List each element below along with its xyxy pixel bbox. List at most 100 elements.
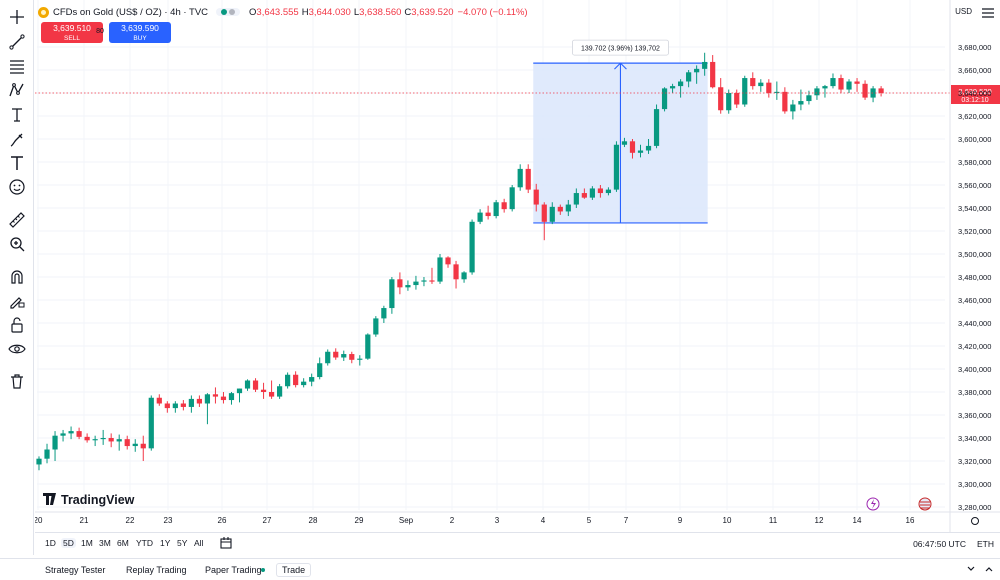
settings-icon[interactable]	[971, 517, 979, 525]
time-tick-label: 12	[815, 516, 824, 525]
chevron-down-icon[interactable]	[966, 564, 976, 574]
timeframe-all[interactable]: All	[194, 538, 204, 548]
candle-up	[605, 187, 612, 196]
market-open-dot	[221, 9, 228, 15]
pattern-icon[interactable]	[5, 79, 29, 101]
candle-up	[493, 199, 499, 219]
countdown-label: 03:12:10	[961, 97, 988, 104]
price-tick-label: 3,600,000	[958, 135, 991, 144]
buy-button[interactable]: 3,639.590 BUY	[109, 22, 171, 43]
fib-retracement-icon[interactable]	[5, 55, 29, 77]
zoom-in-icon[interactable]	[5, 233, 29, 255]
candle-body	[36, 458, 42, 465]
drawing-toolbar	[0, 0, 34, 555]
candle-body	[501, 202, 507, 210]
price-chart[interactable]: 139.702 (3.96%) 139,702 3,639.520 03:12:1…	[35, 0, 1000, 532]
candle-down	[597, 185, 603, 198]
open-label: O	[249, 6, 257, 18]
magnet-icon[interactable]	[5, 266, 29, 288]
candle-body	[317, 363, 323, 378]
candle-body	[846, 81, 852, 90]
ruler-icon[interactable]	[5, 209, 29, 231]
candle-body	[421, 280, 427, 282]
price-tick-label: 3,340,000	[958, 434, 991, 443]
candle-body	[373, 318, 379, 335]
candle-down	[445, 256, 451, 268]
time-tick-label: 16	[906, 516, 915, 525]
tab-strategy-tester[interactable]: Strategy Tester	[45, 565, 106, 575]
candle-up	[244, 379, 251, 391]
time-tick-label: 3	[495, 516, 500, 525]
candle-body	[854, 81, 860, 84]
eye-icon[interactable]	[5, 338, 29, 360]
tab-replay-trading[interactable]: Replay Trading	[126, 565, 187, 575]
projection-icon[interactable]	[5, 104, 29, 126]
text-icon[interactable]	[5, 152, 29, 174]
emoji-icon[interactable]	[5, 176, 29, 198]
candle-body	[509, 187, 515, 210]
clock[interactable]: 06:47:50 UTC	[913, 539, 966, 549]
candle-up	[798, 89, 804, 111]
candle-body	[164, 403, 170, 409]
menu-icon[interactable]	[981, 7, 995, 19]
candle-body	[461, 272, 467, 280]
candle-up	[565, 199, 571, 217]
time-tick-label: Sep	[399, 516, 414, 525]
candle-up	[686, 70, 692, 88]
close-value: 3,639.520	[411, 6, 454, 18]
candle-body	[814, 88, 820, 96]
time-tick-label: 20	[35, 516, 43, 525]
price-tick-label: 3,680,000	[958, 43, 991, 52]
timeframe-ytd[interactable]: YTD	[136, 538, 153, 548]
candle-body	[124, 439, 130, 447]
time-tick-label: 14	[853, 516, 862, 525]
trash-icon[interactable]	[5, 370, 29, 392]
price-tick-label: 3,280,000	[958, 503, 991, 512]
currency-selector[interactable]: USD	[955, 7, 972, 16]
market-status-indicator[interactable]	[216, 8, 241, 16]
price-tick-label: 3,520,000	[958, 227, 991, 236]
timeframe-1y[interactable]: 1Y	[160, 538, 171, 548]
crosshair-icon[interactable]	[5, 6, 29, 28]
candle-body	[260, 389, 267, 392]
brush-icon[interactable]	[5, 129, 29, 151]
candle-body	[445, 257, 451, 265]
candle-down	[108, 433, 114, 448]
tab-trade[interactable]: Trade	[276, 563, 312, 577]
candle-up	[204, 393, 211, 425]
candle-up	[357, 355, 363, 366]
timeframe-1d[interactable]: 1D	[45, 538, 56, 548]
timeframe-6m[interactable]: 6M	[117, 538, 129, 548]
timeframe-5d[interactable]: 5D	[61, 538, 76, 548]
candle-body	[766, 82, 772, 93]
candle-body	[806, 95, 812, 102]
candle-body	[718, 87, 724, 111]
price-tick-label: 3,660,000	[958, 66, 991, 75]
candle-up	[702, 52, 708, 76]
sell-button[interactable]: 3,639.510 SELL	[41, 22, 103, 43]
tab-paper-trading[interactable]: Paper Trading	[205, 565, 262, 575]
measure-tool: 139.702 (3.96%) 139,702	[533, 39, 708, 224]
tradingview-wordmark: TradingView	[61, 493, 135, 507]
candle-up	[774, 81, 780, 100]
price-tick-label: 3,560,000	[958, 181, 991, 190]
date-range-icon[interactable]	[219, 536, 233, 550]
candle-body	[533, 189, 539, 205]
trend-line-icon[interactable]	[5, 31, 29, 53]
session-toggle[interactable]: ETH	[977, 539, 994, 549]
low-label: L	[353, 6, 360, 18]
time-tick-label: 28	[309, 516, 318, 525]
lock-drawing-icon[interactable]	[5, 290, 29, 312]
symbol-title[interactable]: CFDs on Gold (US$ / OZ) · 4h · TVC	[53, 6, 209, 18]
candle-up	[132, 439, 138, 452]
lock-icon[interactable]	[5, 314, 29, 336]
us-flag-icon[interactable]	[918, 497, 932, 511]
candle-up	[188, 395, 194, 413]
price-tick-label: 3,320,000	[958, 457, 991, 466]
timeframe-3m[interactable]: 3M	[99, 538, 111, 548]
timeframe-1m[interactable]: 1M	[81, 538, 93, 548]
maximize-icon[interactable]	[984, 564, 994, 574]
timeframe-5y[interactable]: 5Y	[177, 538, 188, 548]
price-tick-label: 3,300,000	[958, 480, 991, 489]
candle-down	[581, 188, 587, 199]
